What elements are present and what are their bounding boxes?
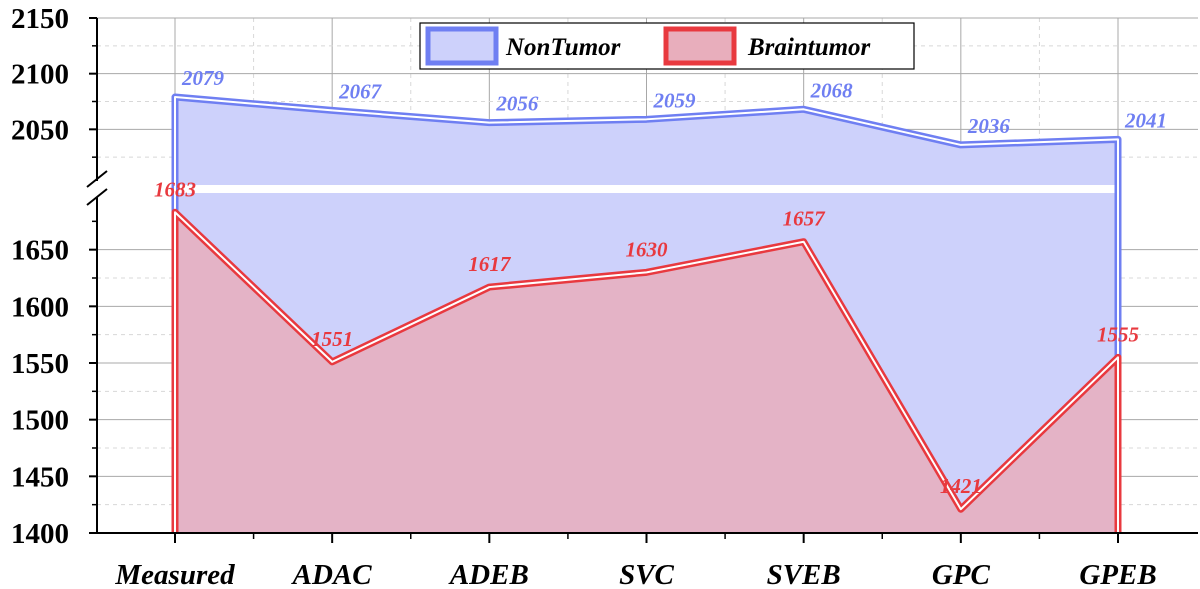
y-tick-label: 2100 [11, 59, 69, 91]
y-tick-label: 1650 [11, 235, 69, 267]
axis-break-mark [86, 170, 108, 188]
x-tick-label: GPC [932, 559, 991, 589]
legend-swatch-nontumor [425, 26, 499, 66]
data-label-braintumor: 1630 [626, 237, 669, 261]
data-label-nontumor: 2056 [495, 92, 539, 116]
axis-break-mark [86, 188, 108, 206]
legend-label-braintumor: Braintumor [747, 34, 871, 61]
x-tick-label: ADEB [448, 559, 529, 589]
axes: 1400 1450 1500 1550 1600 1650 2050 2100 2150 Meas… [11, 3, 1198, 589]
y-tick-label: 1400 [11, 518, 69, 550]
axis-break-band [96, 185, 1199, 193]
x-tick-label: SVC [619, 559, 674, 589]
x-tick-label: GPEB [1079, 559, 1156, 589]
data-label-nontumor: 2079 [181, 66, 225, 90]
data-label-braintumor: 1617 [468, 252, 512, 276]
y-tick-label: 1600 [11, 291, 69, 323]
legend-swatch-braintumor [663, 26, 737, 66]
legend-label-nontumor: NonTumor [505, 34, 621, 61]
y-tick-label: 2150 [11, 3, 69, 35]
data-label-nontumor: 2059 [653, 88, 697, 112]
data-label-braintumor: 1551 [311, 327, 353, 351]
area-fills [175, 97, 1118, 534]
y-tick-label: 1500 [11, 405, 69, 437]
x-tick-label: SVEB [767, 559, 841, 589]
legend: NonTumor Braintumor [419, 22, 915, 70]
x-tick-label: Measured [114, 559, 235, 589]
data-label-nontumor: 2036 [967, 114, 1011, 138]
data-label-nontumor: 2041 [1124, 108, 1167, 132]
y-tick-label: 2050 [11, 114, 69, 146]
data-label-braintumor: 1555 [1097, 322, 1139, 346]
x-tick-label: ADAC [291, 559, 373, 589]
data-label-braintumor: 1657 [783, 207, 827, 231]
series-lines [171, 93, 1122, 533]
area-braintumor [175, 212, 1118, 533]
y-tick-label: 1450 [11, 461, 69, 493]
data-label-nontumor: 2068 [810, 78, 854, 102]
data-label-braintumor: 1421 [940, 474, 982, 498]
data-label-braintumor: 1683 [154, 177, 196, 201]
y-tick-label: 1550 [11, 348, 69, 380]
data-label-nontumor: 2067 [338, 79, 383, 103]
data-labels: 2079 2067 2056 2059 2068 2036 2041 1683 1551 1617… [154, 66, 1167, 498]
